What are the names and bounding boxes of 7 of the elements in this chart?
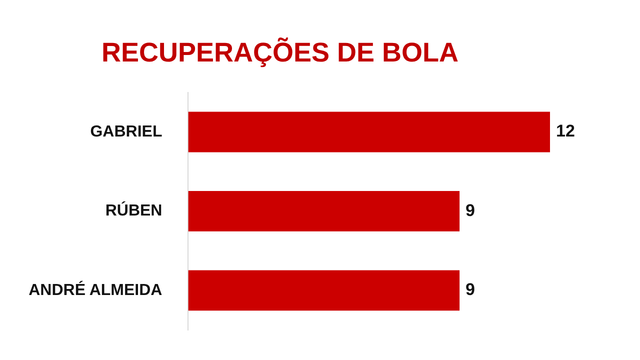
y-tick-label: GABRIEL xyxy=(90,123,162,140)
chart-title: RECUPERAÇÕES DE BOLA xyxy=(101,36,459,68)
data-label: 9 xyxy=(466,280,476,300)
data-label: 12 xyxy=(556,122,575,141)
y-tick-label: RÚBEN xyxy=(105,200,162,220)
data-label: 9 xyxy=(466,200,476,220)
y-tick-label: ANDRÉ ALMEIDA xyxy=(28,280,163,299)
